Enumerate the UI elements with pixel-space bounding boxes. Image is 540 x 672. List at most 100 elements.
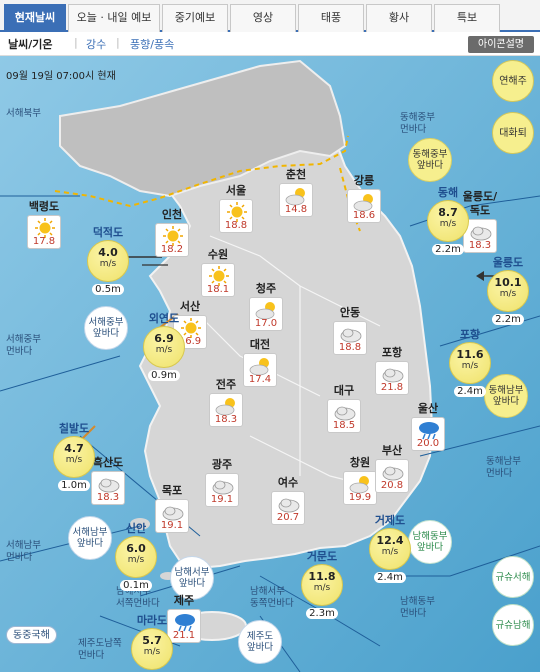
wind-speed-unit: m/s [65,455,83,465]
buoy-name: 거문도 [306,550,338,563]
buoy-marker[interactable]: 포항 11.6 m/s 2.4m [447,328,493,397]
zone-seohae-jungbu-alba[interactable]: 서해중부 앞바다 [84,306,128,350]
city-name: 강릉 [353,174,375,187]
sea-label-namhae-dongbu-meon: 남해동부 먼바다 [400,596,435,619]
buoy-marker[interactable]: 거제도 12.4 m/s 2.4m [367,514,413,583]
city-marker[interactable]: 서울 18.8 [216,184,256,233]
wave-height: 2.2m [492,314,524,325]
city-temperature: 18.6 [352,210,376,221]
zone-namhae-dongbu-alba[interactable]: 남해동부 앞바다 [408,520,452,564]
city-marker[interactable]: 대전 17.4 [240,338,280,387]
buoy-name: 신안 [125,522,147,535]
region-button-gyushu-west[interactable]: 규슈서해 [492,556,534,598]
city-marker[interactable]: 부산 20.8 [372,444,412,493]
zone-jeju-alba[interactable]: 제주도 앞바다 [238,620,282,664]
subnav-divider: | [116,36,120,49]
city-temperature: 20.7 [276,512,300,523]
weather-icon-box: 18.2 [155,223,189,257]
subnav-divider: | [74,36,78,49]
wind-speed-disc: 4.0 m/s [87,240,129,282]
wind-speed-value: 11.8 [308,570,336,583]
city-marker[interactable]: 목포 19.1 [152,484,192,533]
buoy-marker[interactable]: 거문도 11.8 m/s 2.3m [299,550,345,619]
city-marker[interactable]: 안동 18.8 [330,306,370,355]
city-marker[interactable]: 강릉 18.6 [344,174,384,223]
sea-label-donghae-jungbu-meon: 동해중부 먼바다 [400,112,435,135]
city-marker[interactable]: 포항 21.8 [372,346,412,395]
region-button-yeonhaeju[interactable]: 연해주 [492,60,534,102]
city-temperature: 17.0 [254,318,278,329]
weather-icon-box: 18.5 [327,399,361,433]
buoy-name: 울릉도 [492,256,524,269]
zone-namhae-seobu-alba[interactable]: 남해서부 앞바다 [170,556,214,600]
buoy-name: 동해 [437,186,459,199]
city-marker[interactable]: 흑산도 18.3 [88,456,128,505]
wind-speed-unit: m/s [143,647,161,657]
region-button-dongjungukhae[interactable]: 동중국해 [6,626,57,644]
weather-icon-box: 17.8 [27,215,61,249]
region-button-gyushu-south[interactable]: 규슈남해 [492,604,534,646]
tab-warnings[interactable]: 특보 [434,4,500,32]
subnav-precipitation[interactable]: 강수 [86,38,107,51]
city-name: 인천 [161,208,183,221]
weather-icon-box: 20.8 [375,459,409,493]
icon-legend-button[interactable]: 아이콘설명 [468,36,534,53]
city-marker[interactable]: 춘천 14.8 [276,168,316,217]
buoy-marker[interactable]: 신안 6.0 m/s 0.1m [113,522,159,591]
wind-speed-disc: 6.9 m/s [143,326,185,368]
city-marker[interactable]: 청주 17.0 [246,282,286,331]
city-marker[interactable]: 백령도 17.8 [24,200,64,249]
city-marker[interactable]: 울산 20.0 [408,402,448,451]
tab-today-tomorrow[interactable]: 오늘 · 내일 예보 [68,4,160,32]
city-temperature: 18.1 [206,284,230,295]
wind-speed-unit: m/s [313,583,331,593]
wind-speed-value: 6.0 [126,542,146,555]
buoy-marker[interactable]: 칠발도 4.7 m/s 1.0m [51,422,97,491]
zone-donghae-jungbu-alba[interactable]: 동해중부 앞바다 [408,138,452,182]
city-marker[interactable]: 광주 19.1 [202,458,242,507]
zone-seohae-nambu-alba[interactable]: 서해남부 앞바다 [68,516,112,560]
top-tab-bar: 현재날씨 오늘 · 내일 예보 중기예보 영상 태풍 황사 특보 [0,0,540,32]
wind-speed-disc: 4.7 m/s [53,436,95,478]
city-marker[interactable]: 인천 18.2 [152,208,192,257]
weather-icon-box: 18.3 [91,471,125,505]
city-marker[interactable]: 울릉도/독도 18.3 [460,190,500,253]
sea-label-namhae-seobu-seojjok: 남해서부 서쪽먼바다 [116,586,160,609]
subnav-wind[interactable]: 풍향/풍속 [130,38,175,51]
city-temperature: 18.3 [214,414,238,425]
weather-icon-box: 18.8 [219,199,253,233]
region-button-daehwato[interactable]: 대화퇴 [492,112,534,154]
city-marker[interactable]: 수원 18.1 [198,248,238,297]
city-marker[interactable]: 여수 20.7 [268,476,308,525]
subnav-weather-temp[interactable]: 날씨/기온 [8,38,53,51]
buoy-marker[interactable]: 외연도 6.9 m/s 0.9m [141,312,187,381]
buoy-marker[interactable]: 덕적도 4.0 m/s 0.5m [85,226,131,295]
tab-imagery[interactable]: 영상 [230,4,296,32]
buoy-marker[interactable]: 동해 8.7 m/s 2.2m [425,186,471,255]
buoy-marker[interactable]: 울릉도 10.1 m/s 2.2m [485,256,531,325]
city-name: 광주 [211,458,233,471]
zone-donghae-nambu-alba[interactable]: 동해남부 앞바다 [484,374,528,418]
wind-speed-value: 5.7 [142,634,162,647]
wind-speed-disc: 12.4 m/s [369,528,411,570]
wave-height: 2.4m [454,386,486,397]
city-marker[interactable]: 대구 18.5 [324,384,364,433]
city-marker[interactable]: 제주 21.1 [164,594,204,643]
wind-speed-value: 10.1 [494,276,522,289]
wind-speed-value: 11.6 [456,348,484,361]
city-marker[interactable]: 창원 19.9 [340,456,380,505]
city-marker[interactable]: 전주 18.3 [206,378,246,427]
city-name: 수원 [207,248,229,261]
city-name: 전주 [215,378,237,391]
wind-speed-disc: 6.0 m/s [115,536,157,578]
tab-mid-term[interactable]: 중기예보 [162,4,228,32]
city-name: 대구 [333,384,355,397]
weather-icon-box: 18.6 [347,189,381,223]
weather-icon-box: 18.8 [333,321,367,355]
tab-yellow-dust[interactable]: 황사 [366,4,432,32]
tab-typhoon[interactable]: 태풍 [298,4,364,32]
wind-speed-disc: 11.6 m/s [449,342,491,384]
tab-current-weather[interactable]: 현재날씨 [4,4,66,32]
city-temperature: 18.2 [160,244,184,255]
